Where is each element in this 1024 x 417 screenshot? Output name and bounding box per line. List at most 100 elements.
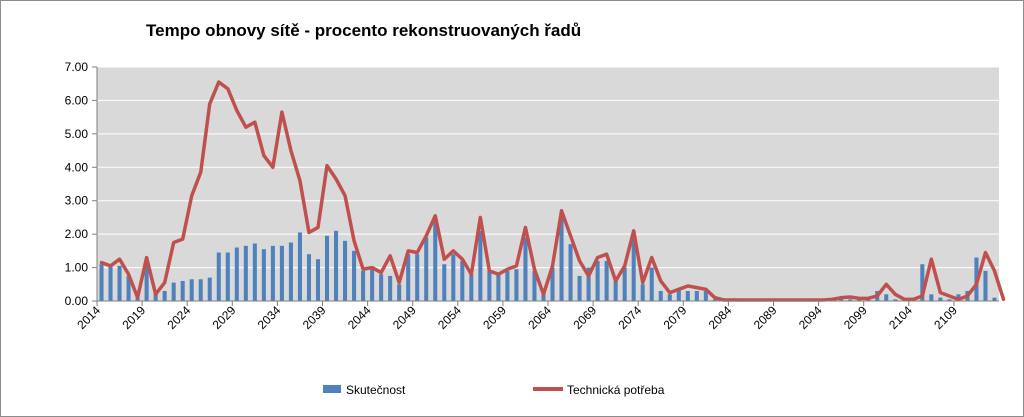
chart-title: Tempo obnovy sítě - procento rekonstruov… [146,21,582,40]
x-tick-label: 2094 [796,303,825,332]
bar [658,290,663,301]
bar [297,232,302,301]
bar [451,254,456,301]
bar [261,249,266,301]
bar [469,274,474,301]
grid-lines [97,66,999,269]
bar [324,235,330,301]
bar [361,270,366,301]
bar [306,254,311,301]
y-tick-label: 4.00 [65,160,89,174]
x-tick-label: 2024 [165,303,194,332]
legend-swatch-bar [323,385,341,393]
bar [685,290,690,301]
bar [487,270,492,301]
bar [433,220,438,301]
bar [252,243,257,301]
bar [117,265,122,301]
legend-label-line: Technická potřeba [567,383,665,397]
bar [866,299,871,301]
y-tick-label: 0.00 [65,294,89,308]
bar [613,280,618,301]
bar [676,289,681,301]
bar [406,254,411,301]
bar [225,252,230,301]
x-tick-label: 2054 [435,303,464,332]
bar [460,260,465,301]
bar [541,294,546,301]
bar [550,267,555,301]
y-tick-label: 6.00 [65,93,89,107]
x-axis: 2014 2019 2024 2029 2034 2039 2044 2049 2054 2059… [74,300,999,332]
y-tick-label: 1.00 [65,261,89,275]
bar [216,252,221,301]
bar [667,294,672,301]
x-tick-label: 2034 [255,303,284,332]
bar [234,247,239,301]
bar [893,299,898,301]
bar [532,270,537,301]
bar [505,270,510,301]
bar [983,270,988,301]
y-tick-label: 2.00 [65,227,89,241]
y-tick-label: 7.00 [65,60,89,74]
x-tick-label: 2079 [661,303,690,332]
bar [108,264,113,301]
bar [288,242,293,301]
y-axis: 0.00 1.00 2.00 3.00 4.00 5.00 6.00 7.00 [65,60,98,308]
bar [397,284,402,301]
bar [162,290,167,301]
x-tick-label: 2109 [931,303,960,332]
bar [180,280,185,301]
bar [568,244,573,301]
bar [334,230,339,301]
line-series [99,80,1006,302]
bar [370,269,375,301]
x-tick-label: 2029 [210,303,239,332]
x-tick-label: 2104 [886,303,915,332]
legend: Skutečnost Technická potřeba [323,383,665,397]
bar [424,237,429,301]
bar [144,260,149,301]
bar [848,299,853,301]
bar [352,250,357,301]
bar [99,264,104,301]
bar [171,282,176,301]
bar [622,267,627,301]
bar [207,277,212,301]
bar [315,259,321,301]
bar [198,279,203,301]
x-tick-label: 2019 [119,303,148,332]
x-tick-label: 2039 [300,303,329,332]
bar [379,274,384,301]
bar [442,264,447,301]
bar [884,294,889,301]
bar [595,260,600,301]
bar [839,298,844,301]
bar [559,217,564,301]
y-tick-label: 5.00 [65,127,89,141]
bar [415,254,420,301]
bar [514,269,519,301]
legend-label-bar: Skutečnost [346,383,406,397]
bar [857,299,862,301]
bar [189,279,194,301]
bar [703,290,708,301]
x-tick-label: 2049 [390,303,419,332]
bar [712,299,717,301]
y-tick-label: 3.00 [65,194,89,208]
x-tick-label: 2074 [616,303,645,332]
x-tick-label: 2059 [480,303,509,332]
bar [992,297,997,301]
bar [388,275,393,301]
bar [631,237,636,301]
bar [577,275,582,301]
bar [279,245,284,301]
bar [649,267,654,301]
x-tick-label: 2044 [345,303,374,332]
bar [694,290,699,301]
bar [126,275,131,301]
bar [604,260,609,301]
x-tick-label: 2064 [525,303,554,332]
